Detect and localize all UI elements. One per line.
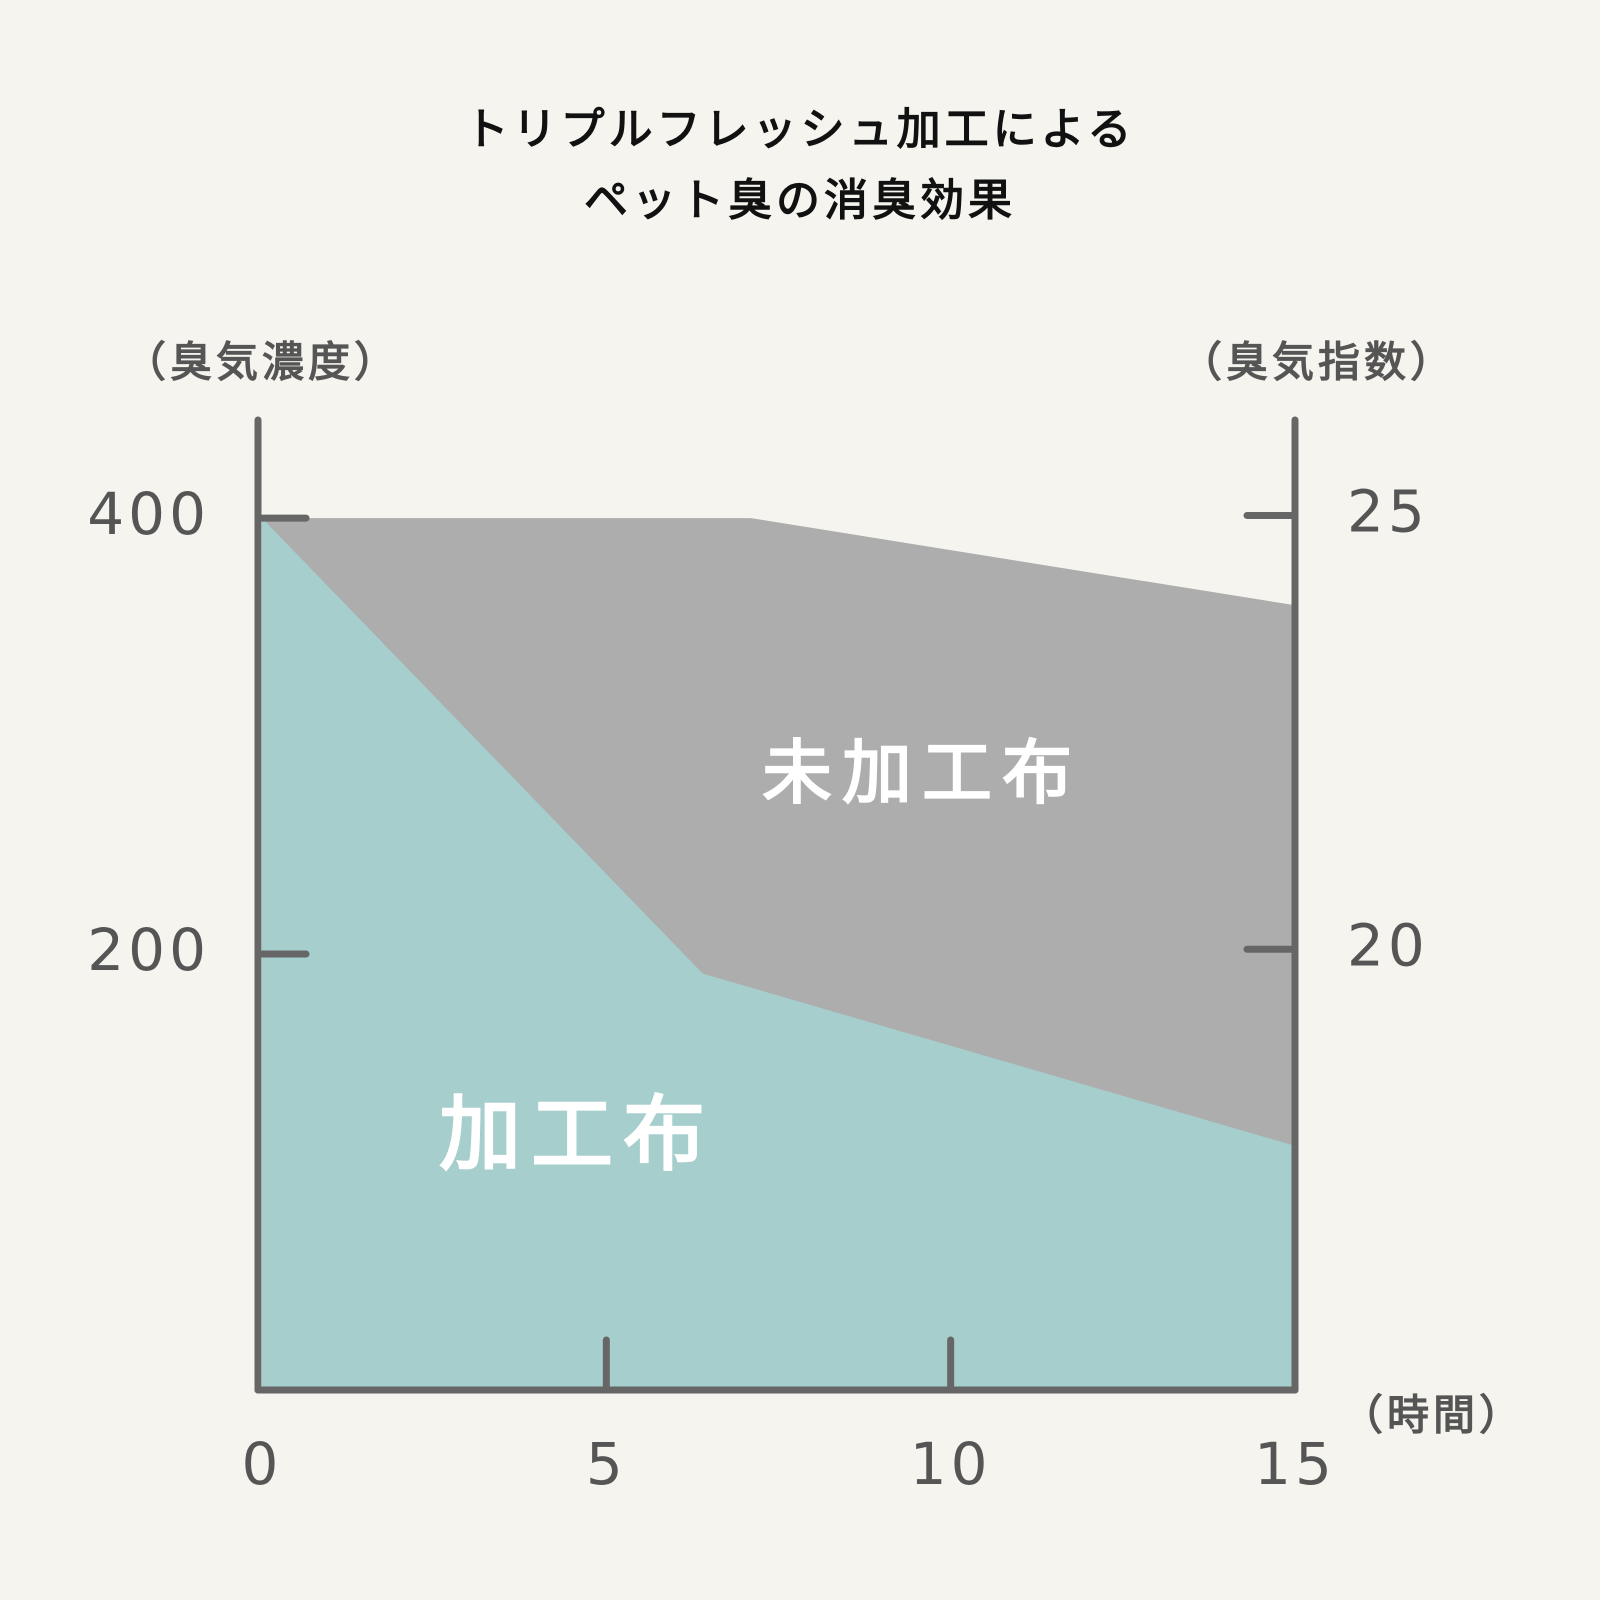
chart-title: トリプルフレッシュ加工による: [465, 104, 1136, 155]
area: [262, 518, 1295, 1390]
x-tick-label: 15: [1254, 1430, 1336, 1498]
y2-tick-label: 20: [1347, 911, 1429, 979]
x-axis-label: （時間）: [1341, 1391, 1525, 1440]
x-tick-label: 10: [910, 1430, 992, 1498]
y-tick-label: 400: [87, 480, 210, 548]
chart-title: ペット臭の消臭効果: [584, 175, 1016, 226]
y-tick-label: 200: [87, 916, 210, 984]
y2-tick-label: 25: [1347, 478, 1429, 546]
series-label: 加工布: [439, 1087, 715, 1182]
x-tick-label: 5: [586, 1430, 627, 1498]
y2-axis-label: （臭気指数）: [1180, 338, 1456, 387]
series-label: 未加工布: [762, 732, 1082, 814]
x-tick-label: 0: [242, 1430, 283, 1498]
y-axis-label: （臭気濃度）: [124, 338, 400, 387]
